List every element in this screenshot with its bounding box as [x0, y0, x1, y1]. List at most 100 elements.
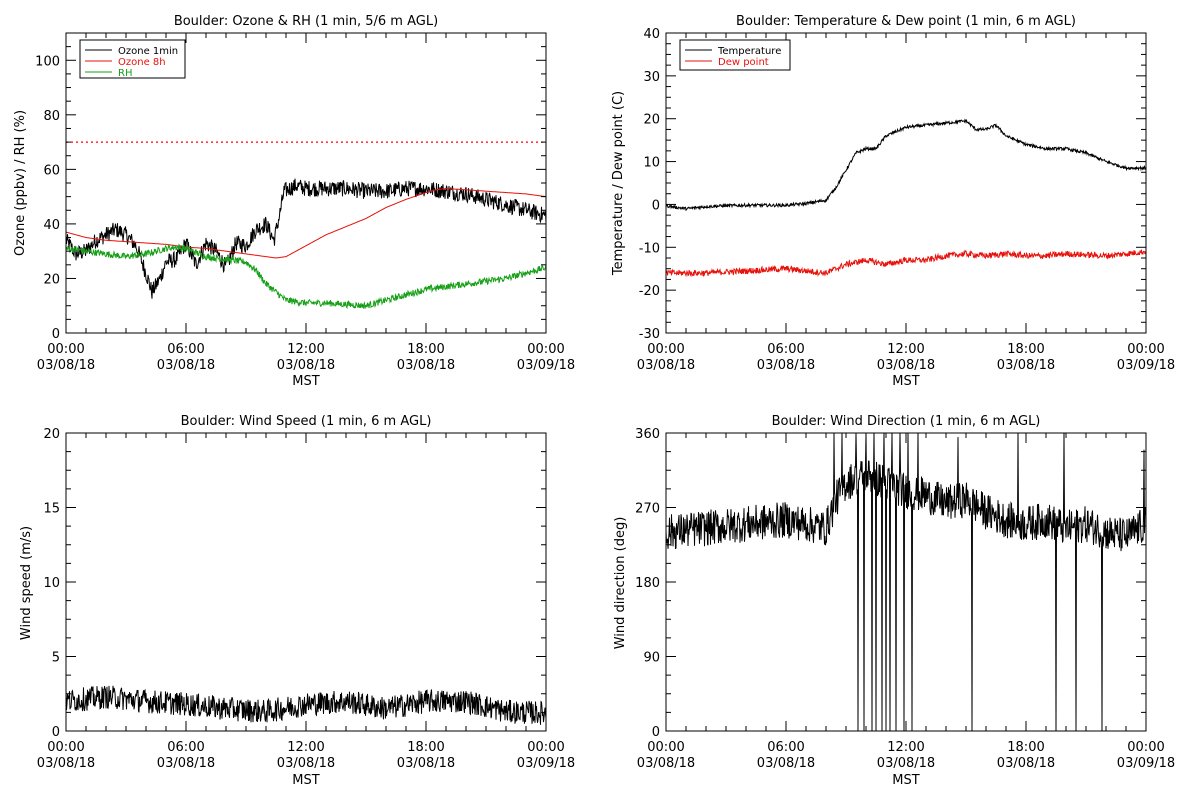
- x-tick-label: 06:00: [767, 342, 804, 357]
- series-line-temperature: [666, 118, 1146, 212]
- series-line: [666, 433, 1146, 731]
- legend: Temperature Dew point: [679, 39, 791, 71]
- legend: Ozone 1min Ozone 8h RH: [79, 39, 186, 79]
- x-tick-date-label: 03/08/18: [397, 358, 455, 373]
- chart-title: Boulder: Ozone & RH (1 min, 5/6 m AGL): [174, 14, 438, 29]
- series-line-dew-point: [666, 249, 1146, 278]
- series-line-ozone-1min: [66, 178, 546, 299]
- legend-label: Ozone 8h: [118, 57, 166, 68]
- x-tick-date-label: 03/08/18: [37, 756, 95, 771]
- y-tick-label: 30: [643, 70, 660, 85]
- x-tick-label: 00:00: [1127, 342, 1164, 357]
- x-tick-date-label: 03/08/18: [757, 756, 815, 771]
- y-axis-label: Ozone (ppbv) / RH (%): [13, 110, 28, 256]
- x-tick-label: 00:00: [647, 342, 684, 357]
- y-tick-label: 180: [635, 576, 660, 591]
- x-tick-label: 00:00: [647, 740, 684, 755]
- x-tick-label: 06:00: [167, 342, 204, 357]
- plot-area: -30-20-1001020304000:0003/08/1806:0003/0…: [637, 27, 1175, 373]
- x-tick-date-label: 03/08/18: [637, 358, 695, 373]
- plot-area: 02040608010000:0003/08/1806:0003/08/1812…: [35, 32, 575, 373]
- x-tick-label: 12:00: [287, 740, 324, 755]
- x-axis-label: MST: [892, 374, 919, 389]
- x-tick-date-label: 03/09/18: [1117, 358, 1175, 373]
- series-line-rh: [66, 243, 546, 310]
- x-tick-label: 00:00: [527, 740, 564, 755]
- x-tick-label: 12:00: [887, 740, 924, 755]
- legend-label: Dew point: [718, 57, 769, 68]
- y-tick-label: 360: [635, 427, 660, 442]
- x-tick-date-label: 03/08/18: [37, 358, 95, 373]
- y-tick-label: 20: [643, 113, 660, 128]
- series-line: [66, 685, 546, 725]
- x-tick-label: 12:00: [287, 342, 324, 357]
- y-tick-label: 15: [43, 502, 60, 517]
- legend-box: [679, 39, 791, 71]
- x-tick-label: 00:00: [1127, 740, 1164, 755]
- y-axis-label: Wind speed (m/s): [19, 526, 34, 640]
- y-tick-label: -20: [639, 284, 660, 299]
- x-tick-label: 00:00: [527, 342, 564, 357]
- x-tick-date-label: 03/08/18: [157, 756, 215, 771]
- series-line-ozone-8h: [66, 188, 546, 259]
- legend-label: RH: [118, 68, 132, 79]
- y-tick-label: -30: [639, 327, 660, 342]
- x-tick-label: 06:00: [167, 740, 204, 755]
- plot-area: 09018027036000:0003/08/1806:0003/08/1812…: [635, 427, 1175, 771]
- x-tick-date-label: 03/08/18: [277, 756, 335, 771]
- x-tick-date-label: 03/08/18: [877, 358, 935, 373]
- x-tick-date-label: 03/08/18: [997, 358, 1055, 373]
- y-tick-label: 0: [52, 725, 60, 740]
- panel-temperature-dewpoint: Boulder: Temperature & Dew point (1 min,…: [611, 14, 1175, 389]
- x-tick-date-label: 03/08/18: [397, 756, 455, 771]
- x-tick-date-label: 03/08/18: [157, 358, 215, 373]
- y-tick-label: 0: [52, 327, 60, 342]
- x-tick-label: 06:00: [767, 740, 804, 755]
- x-tick-label: 00:00: [47, 342, 84, 357]
- y-tick-label: 0: [652, 725, 660, 740]
- x-tick-label: 18:00: [1007, 342, 1044, 357]
- y-tick-label: -10: [639, 241, 660, 256]
- x-tick-date-label: 03/08/18: [877, 756, 935, 771]
- plot-frame: [65, 432, 547, 732]
- panel-wind-speed: Boulder: Wind Speed (1 min, 6 m AGL) Win…: [19, 414, 575, 788]
- x-tick-date-label: 03/08/18: [637, 756, 695, 771]
- x-axis-label: MST: [292, 773, 319, 788]
- y-tick-label: 0: [652, 198, 660, 213]
- x-tick-label: 00:00: [47, 740, 84, 755]
- x-tick-label: 18:00: [407, 740, 444, 755]
- x-tick-date-label: 03/08/18: [277, 358, 335, 373]
- x-tick-label: 12:00: [887, 342, 924, 357]
- chart-title: Boulder: Wind Direction (1 min, 6 m AGL): [772, 414, 1041, 429]
- panel-ozone-rh: Boulder: Ozone & RH (1 min, 5/6 m AGL) O…: [13, 14, 575, 389]
- y-tick-label: 270: [635, 502, 660, 517]
- x-tick-label: 18:00: [407, 342, 444, 357]
- y-tick-label: 60: [43, 163, 60, 178]
- y-axis-label: Wind direction (deg): [613, 517, 628, 650]
- y-tick-label: 10: [43, 576, 60, 591]
- y-tick-label: 20: [43, 427, 60, 442]
- y-tick-label: 80: [43, 109, 60, 124]
- plot-area: 0510152000:0003/08/1806:0003/08/1812:000…: [37, 427, 575, 771]
- x-axis-label: MST: [292, 374, 319, 389]
- x-tick-date-label: 03/09/18: [1117, 756, 1175, 771]
- plot-frame: [665, 32, 1147, 334]
- y-tick-label: 100: [35, 54, 60, 69]
- x-tick-label: 18:00: [1007, 740, 1044, 755]
- y-tick-label: 40: [43, 218, 60, 233]
- y-tick-label: 10: [643, 156, 660, 171]
- y-tick-label: 5: [52, 651, 60, 666]
- x-tick-date-label: 03/09/18: [517, 756, 575, 771]
- chart-title: Boulder: Temperature & Dew point (1 min,…: [736, 14, 1076, 29]
- legend-label: Ozone 1min: [118, 46, 178, 57]
- x-tick-date-label: 03/08/18: [757, 358, 815, 373]
- y-tick-label: 90: [643, 651, 660, 666]
- y-tick-label: 20: [43, 272, 60, 287]
- chart-title: Boulder: Wind Speed (1 min, 6 m AGL): [181, 414, 432, 429]
- legend-label: Temperature: [717, 46, 781, 57]
- x-tick-date-label: 03/09/18: [517, 358, 575, 373]
- x-tick-date-label: 03/08/18: [997, 756, 1055, 771]
- panel-wind-direction: Boulder: Wind Direction (1 min, 6 m AGL)…: [613, 414, 1175, 788]
- x-axis-label: MST: [892, 773, 919, 788]
